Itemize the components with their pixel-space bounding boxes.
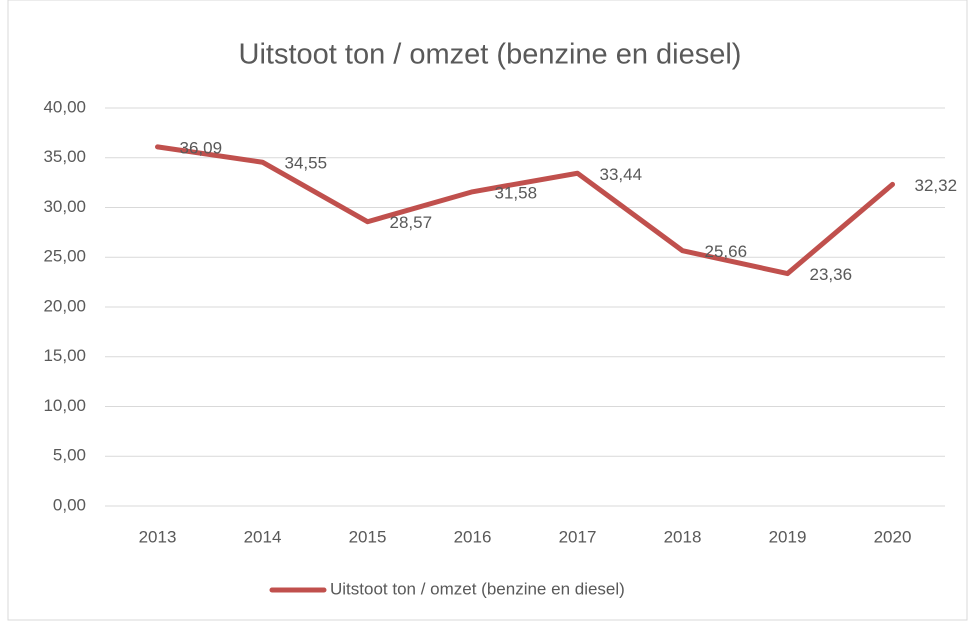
legend-label: Uitstoot ton / omzet (benzine en diesel) (330, 579, 625, 598)
y-tick-label: 25,00 (43, 247, 86, 266)
y-tick-label: 35,00 (43, 147, 86, 166)
x-tick-label: 2020 (874, 527, 912, 546)
chart-title: Uitstoot ton / omzet (benzine en diesel) (239, 39, 742, 71)
x-tick-label: 2019 (769, 527, 807, 546)
data-label: 28,57 (390, 213, 433, 232)
data-label: 23,36 (810, 265, 853, 284)
y-tick-label: 5,00 (53, 446, 86, 465)
x-tick-label: 2016 (454, 527, 492, 546)
data-label: 31,58 (495, 183, 538, 202)
data-label: 36,09 (180, 138, 223, 157)
data-label: 32,32 (915, 176, 958, 195)
x-tick-label: 2013 (139, 527, 177, 546)
y-tick-label: 20,00 (43, 296, 86, 315)
data-label: 34,55 (285, 154, 328, 173)
data-label: 25,66 (705, 242, 748, 261)
y-tick-label: 15,00 (43, 346, 86, 365)
x-tick-label: 2015 (349, 527, 387, 546)
data-label: 33,44 (600, 165, 643, 184)
y-tick-label: 10,00 (43, 396, 86, 415)
x-tick-label: 2018 (664, 527, 702, 546)
series-line (155, 144, 895, 277)
y-tick-label: 0,00 (53, 495, 86, 514)
chart-border (7, 0, 968, 621)
x-tick-label: 2014 (244, 527, 282, 546)
y-tick-label: 40,00 (43, 97, 86, 116)
x-tick-label: 2017 (559, 527, 597, 546)
y-tick-label: 30,00 (43, 197, 86, 216)
